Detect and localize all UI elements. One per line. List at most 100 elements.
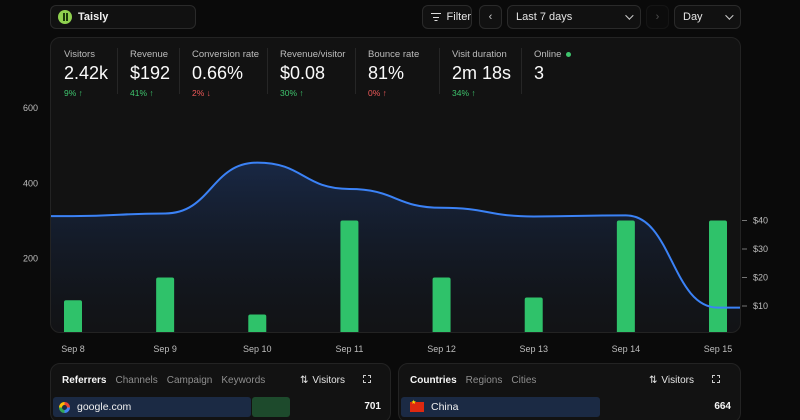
x-tick-label: Sep 13 — [519, 344, 548, 354]
metric-change: 41% ↑ — [130, 88, 154, 98]
referrers-card: Referrers Channels Campaign Keywords ⇅ V… — [50, 363, 391, 420]
chevron-right-icon: › — [655, 10, 660, 23]
metric-label: Revenue — [130, 49, 169, 60]
next-period-button[interactable]: › — [646, 5, 669, 29]
filter-icon — [430, 13, 441, 21]
metric-value: 3 — [534, 63, 545, 83]
metric-change: 30% ↑ — [280, 88, 304, 98]
visitors-line — [51, 161, 740, 309]
revenue-bar[interactable] — [64, 300, 82, 334]
previous-period-button[interactable]: ‹ — [479, 5, 502, 29]
y-left-tick-label: 600 — [23, 103, 38, 113]
site-selector[interactable]: Taisly — [50, 5, 196, 29]
list-item[interactable]: google.com — [53, 397, 131, 417]
metric-change: 9% ↑ — [64, 88, 83, 98]
chevron-left-icon: ‹ — [488, 10, 493, 23]
tab-referrers[interactable]: Referrers — [62, 375, 107, 386]
arrow-up-icon: ↑ — [382, 88, 387, 98]
revenue-bar[interactable] — [524, 297, 543, 334]
x-tick-label: Sep 9 — [153, 344, 177, 354]
y-right-tick-label: $10 — [753, 301, 768, 311]
metric-change: 0% ↑ — [368, 88, 387, 98]
filter-label: Filter — [446, 11, 471, 23]
revenue-bar[interactable] — [156, 277, 175, 335]
y-left-tick-label: 200 — [23, 254, 38, 264]
revenue-bar[interactable] — [340, 220, 359, 335]
metric-value: 2m 18s — [452, 63, 512, 83]
y-right-tick-label: $30 — [753, 244, 768, 254]
x-tick-label: Sep 15 — [704, 344, 733, 354]
metric-value: 0.66% — [192, 63, 244, 83]
sort-icon: ⇅ — [649, 375, 658, 386]
metric-label: Revenue/visitor — [280, 49, 346, 60]
tab-campaign[interactable]: Campaign — [166, 375, 213, 386]
tab-cities[interactable]: Cities — [511, 375, 537, 386]
metric-value: 81% — [368, 63, 405, 83]
tab-channels[interactable]: Channels — [115, 375, 158, 386]
revenue-bar[interactable] — [432, 277, 451, 335]
metric-value: $0.08 — [280, 63, 326, 83]
y-left-tick-label: 400 — [23, 178, 38, 188]
sort-label: Visitors — [312, 375, 345, 386]
sort-visitors-button[interactable]: ⇅ Visitors — [649, 375, 694, 386]
countries-tabs: Countries Regions Cities — [410, 375, 545, 386]
arrow-up-icon: ↑ — [149, 88, 154, 98]
row-revenue-bar — [252, 397, 290, 417]
arrow-up-icon: ↑ — [78, 88, 83, 98]
metric-revenue-per-visitor[interactable]: Revenue/visitor $0.08 30% ↑ — [267, 38, 355, 98]
metric-change: 2% ↓ — [192, 88, 211, 98]
arrow-up-icon: ↑ — [299, 88, 304, 98]
metric-change: 34% ↑ — [452, 88, 476, 98]
metric-conversion-rate[interactable]: Conversion rate 0.66% 2% ↓ — [179, 38, 267, 98]
x-tick-label: Sep 8 — [61, 344, 85, 354]
countries-card: Countries Regions Cities ⇅ Visitors Chin… — [398, 363, 741, 420]
row-visitors-bar — [53, 397, 251, 417]
y-right-tick-label: $40 — [753, 216, 768, 226]
expand-icon[interactable] — [712, 375, 720, 383]
country-label: China — [431, 401, 459, 413]
x-tick-label: Sep 10 — [243, 344, 272, 354]
row-visitors-bar — [401, 397, 600, 417]
revenue-bar[interactable] — [248, 314, 267, 334]
date-range-select[interactable]: Last 7 days — [507, 5, 641, 29]
metric-label: Bounce rate — [368, 49, 420, 60]
sort-visitors-button[interactable]: ⇅ Visitors — [300, 375, 345, 386]
online-dot-icon — [566, 51, 572, 57]
referrers-tabs: Referrers Channels Campaign Keywords — [62, 375, 274, 386]
x-tick-label: Sep 14 — [612, 344, 641, 354]
metric-visit-duration[interactable]: Visit duration 2m 18s 34% ↑ — [439, 38, 521, 98]
y-right-tick-label: $20 — [753, 273, 768, 283]
metric-bounce-rate[interactable]: Bounce rate 81% 0% ↑ — [355, 38, 439, 98]
list-item[interactable]: China — [401, 397, 458, 417]
sort-label: Visitors — [661, 375, 694, 386]
metric-label: Visitors — [64, 49, 95, 60]
arrow-down-icon: ↓ — [206, 88, 211, 98]
metric-visitors[interactable]: Visitors 2.42k 9% ↑ — [51, 38, 117, 98]
granularity-select[interactable]: Day — [674, 5, 741, 29]
metric-value: $192 — [130, 63, 171, 83]
date-range-label: Last 7 days — [516, 11, 573, 23]
site-logo-icon — [58, 10, 72, 24]
google-icon — [59, 401, 70, 413]
referrer-label: google.com — [77, 401, 132, 413]
filter-button[interactable]: Filter — [422, 5, 472, 29]
x-tick-label: Sep 11 — [335, 344, 363, 354]
metric-online[interactable]: Online 3 — [521, 38, 601, 94]
metric-label: Online — [534, 49, 601, 60]
visitors-revenue-chart: 200 400 600 $10 $20 $30 $40 Sep 8 Sep 9 Sep 10 Sep… — [23, 103, 768, 354]
country-count: 664 — [714, 401, 731, 412]
arrow-up-icon: ↑ — [471, 88, 476, 98]
tab-regions[interactable]: Regions — [465, 375, 503, 386]
tab-keywords[interactable]: Keywords — [221, 375, 266, 386]
granularity-label: Day — [683, 11, 703, 23]
metrics-row: Visitors 2.42k 9% ↑ Revenue $192 41% ↑ C… — [51, 38, 740, 102]
expand-icon[interactable] — [363, 375, 371, 383]
china-flag-icon — [410, 399, 424, 412]
revenue-bar[interactable] — [709, 220, 727, 335]
revenue-bar[interactable] — [616, 220, 635, 335]
tab-countries[interactable]: Countries — [410, 375, 457, 386]
metric-revenue[interactable]: Revenue $192 41% ↑ — [117, 38, 179, 98]
x-tick-label: Sep 12 — [427, 344, 456, 354]
metric-label: Conversion rate — [192, 49, 260, 60]
visitors-area — [51, 162, 740, 332]
